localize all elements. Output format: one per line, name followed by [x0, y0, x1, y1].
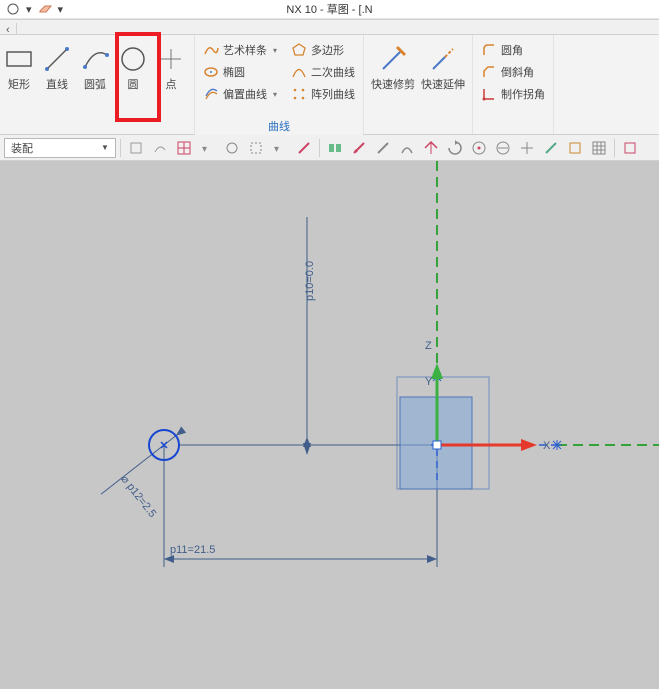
toolbar-btn-13[interactable] [420, 137, 442, 159]
chamfer-button[interactable]: 倒斜角 [477, 61, 549, 83]
toolbar-btn-3[interactable]: ▾ [197, 137, 219, 159]
qat-circle-icon[interactable] [6, 2, 20, 16]
pattern-curve-icon [291, 86, 307, 102]
qat-eraser-icon[interactable] [38, 2, 52, 16]
point-button[interactable]: 点 [152, 39, 190, 91]
svg-text:Z: Z [425, 340, 432, 352]
ribbon: 矩形 直线 圆弧 圆 点 [0, 35, 659, 135]
chamfer-label: 倒斜角 [501, 64, 534, 80]
curve-group-label: 曲线 [195, 119, 363, 135]
offset-curve-icon [203, 86, 219, 102]
toolbar-btn-1[interactable] [149, 137, 171, 159]
pattern-curve-label: 阵列曲线 [311, 86, 355, 102]
title-bar: ▾ ▾ NX 10 - 草图 - [.N [0, 0, 659, 18]
assembly-combo[interactable]: 装配 ▼ [4, 138, 116, 158]
toolbar-btn-17[interactable] [516, 137, 538, 159]
fillet-button[interactable]: 圆角 [477, 39, 549, 61]
fillet-icon [481, 42, 497, 58]
window-title: NX 10 - 草图 - [.N [286, 1, 372, 17]
qat-dd-2[interactable]: ▾ [58, 3, 64, 16]
svg-text:Y: Y [425, 376, 433, 388]
circle-icon [119, 45, 147, 73]
quick-extend-icon [429, 45, 457, 73]
toolbar-btn-14[interactable] [444, 137, 466, 159]
secondary-toolbar: 装配 ▼ ▾ ▾ [0, 135, 659, 161]
pattern-curve-button[interactable]: 阵列曲线 [287, 83, 359, 105]
arc-label: 圆弧 [84, 79, 106, 91]
make-corner-icon [481, 86, 497, 102]
arc-icon [81, 45, 109, 73]
fillet-label: 圆角 [501, 42, 523, 58]
point-icon [157, 45, 185, 73]
conic-label: 二次曲线 [311, 64, 355, 80]
toolbar-btn-11[interactable] [372, 137, 394, 159]
conic-icon [291, 64, 307, 80]
art-spline-button[interactable]: 艺术样条 ▾ [199, 39, 281, 61]
quick-extend-button[interactable]: 快速延伸 [418, 39, 468, 91]
rect-button[interactable]: 矩形 [0, 39, 38, 91]
chevron-down-icon: ▼ [97, 143, 113, 152]
chamfer-icon [481, 64, 497, 80]
ellipse-label: 椭圆 [223, 64, 245, 80]
toolbar-btn-6[interactable]: ▾ [269, 137, 291, 159]
quick-trim-button[interactable]: 快速修剪 [368, 39, 418, 91]
assembly-combo-value: 装配 [11, 140, 33, 156]
toolbar-btn-10[interactable] [348, 137, 370, 159]
toolbar-btn-16[interactable] [492, 137, 514, 159]
toolbar-btn-18[interactable] [540, 137, 562, 159]
ellipse-icon [203, 64, 219, 80]
svg-text:X: X [543, 440, 551, 452]
tab-strip: ‹ [0, 19, 659, 35]
offset-curve-label: 偏置曲线 [223, 86, 267, 102]
quick-trim-label: 快速修剪 [371, 79, 415, 91]
toolbar-btn-0[interactable] [125, 137, 147, 159]
offset-curve-dd[interactable]: ▾ [273, 90, 277, 99]
svg-text:⌀ p12=2.5: ⌀ p12=2.5 [118, 473, 158, 520]
toolbar-btn-4[interactable] [221, 137, 243, 159]
rect-icon [5, 45, 33, 73]
make-corner-button[interactable]: 制作拐角 [477, 83, 549, 105]
line-icon [43, 45, 71, 73]
polygon-label: 多边形 [311, 42, 344, 58]
polygon-button[interactable]: 多边形 [287, 39, 359, 61]
svg-text:▾: ▾ [202, 144, 207, 155]
circle-label: 圆 [128, 79, 139, 91]
toolbar-btn-22[interactable] [619, 137, 641, 159]
line-label: 直线 [46, 79, 68, 91]
toolbar-btn-12[interactable] [396, 137, 418, 159]
ellipse-button[interactable]: 椭圆 [199, 61, 281, 83]
point-label: 点 [166, 79, 177, 91]
quick-extend-label: 快速延伸 [421, 79, 465, 91]
toolbar-btn-19[interactable] [564, 137, 586, 159]
arc-button[interactable]: 圆弧 [76, 39, 114, 91]
circle-button[interactable]: 圆 [114, 39, 152, 91]
svg-text:p11=21.5: p11=21.5 [170, 544, 215, 556]
toolbar-btn-9[interactable] [324, 137, 346, 159]
toolbar-btn-20[interactable] [588, 137, 610, 159]
svg-text:p10=0.0: p10=0.0 [304, 261, 316, 301]
qat-dd-1[interactable]: ▾ [26, 3, 32, 16]
line-button[interactable]: 直线 [38, 39, 76, 91]
svg-text:▾: ▾ [274, 144, 279, 155]
offset-curve-button[interactable]: 偏置曲线 ▾ [199, 83, 281, 105]
conic-button[interactable]: 二次曲线 [287, 61, 359, 83]
toolbar-btn-7[interactable] [293, 137, 315, 159]
art-spline-icon [203, 42, 219, 58]
toolbar-btn-15[interactable] [468, 137, 490, 159]
make-corner-label: 制作拐角 [501, 86, 545, 102]
polygon-icon [291, 42, 307, 58]
art-spline-label: 艺术样条 [223, 42, 267, 58]
art-spline-dd[interactable]: ▾ [273, 46, 277, 55]
quick-trim-icon [379, 45, 407, 73]
toolbar-btn-5[interactable] [245, 137, 267, 159]
sketch-canvas[interactable]: p10=0.0 p11=21.5 ⌀ p12=2.5 Z Y X [0, 161, 659, 689]
rect-label: 矩形 [8, 79, 30, 91]
toolbar-btn-2[interactable] [173, 137, 195, 159]
